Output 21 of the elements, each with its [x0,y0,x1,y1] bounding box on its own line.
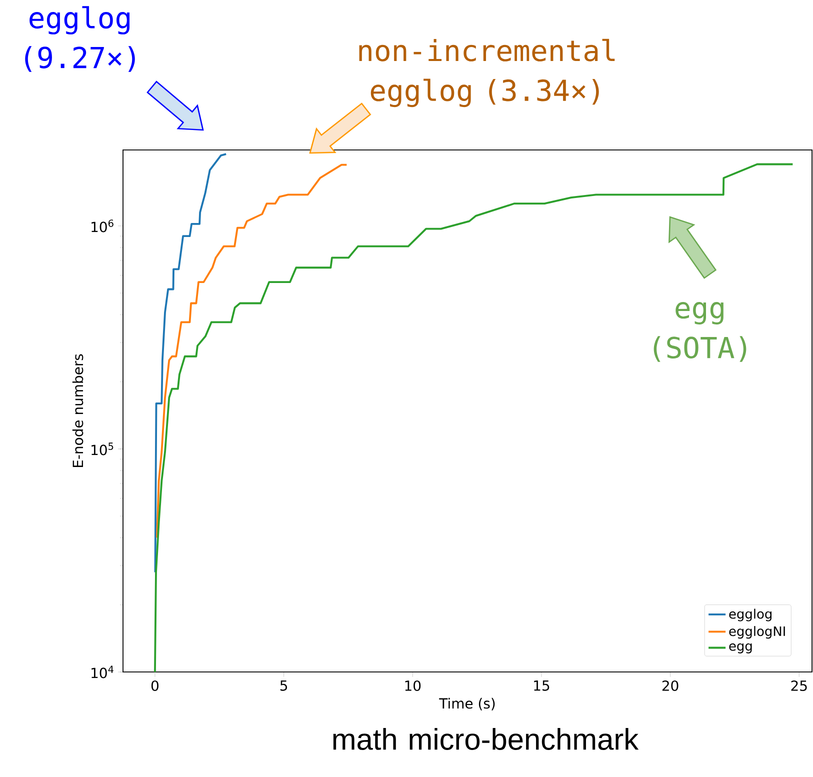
y-tick-label: 10$^{6}$ [92,220,114,232]
y-axis-title: E-node numbers [72,354,84,467]
annotation: egg (SOTA) [654,302,746,362]
legend-label: egglog [729,608,772,622]
x-tick-label: 10 [405,680,421,691]
legend-label: egg [729,643,752,654]
text: egglog (9.27×) [25,6,135,72]
x-tick-label: 25 [791,680,807,691]
x-tick-label: 15 [534,680,550,691]
line-series [154,163,794,672]
legend-label: egglogNI [729,626,785,639]
y-tick-label: 10$^{4}$ [92,666,114,678]
line-series [156,164,348,539]
x-tick-label: 0 [151,680,158,691]
line-series [154,153,228,574]
x-axis-title: Time (s) [439,698,495,710]
text: math micro-benchmark [333,728,639,750]
x-tick-label: 5 [280,680,288,691]
y-tick-label: 10$^{5}$ [92,442,114,456]
text: non-incremental egglog (3.34×) [359,38,615,108]
x-tick-label: 20 [662,680,678,691]
